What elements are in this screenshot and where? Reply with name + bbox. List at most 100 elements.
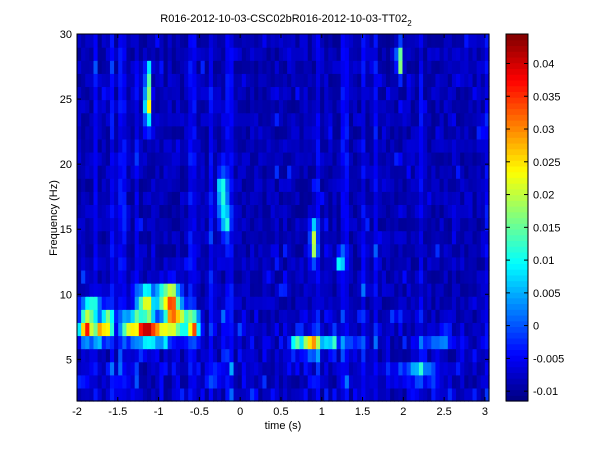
heatmap-cell (353, 348, 358, 363)
heatmap-cell (93, 204, 99, 219)
heatmap-cell (402, 269, 408, 284)
heatmap-cell (348, 296, 354, 310)
heatmap-cell (229, 296, 235, 310)
heatmap-cell (303, 296, 309, 310)
heatmap-cell (250, 309, 255, 323)
heatmap-cell (361, 151, 366, 166)
heatmap-cell (460, 335, 465, 350)
heatmap-cell (484, 361, 490, 376)
heatmap-cell (320, 34, 325, 48)
heatmap-cell (217, 217, 222, 232)
heatmap-cell (180, 86, 185, 101)
heatmap-cell (423, 361, 428, 376)
heatmap-cell (163, 387, 169, 402)
heatmap-cell (336, 138, 342, 153)
heatmap-cell (348, 387, 354, 402)
heatmap-cell (283, 99, 288, 114)
heatmap-cell (241, 309, 247, 323)
heatmap-cell (435, 151, 441, 166)
heatmap-cell (151, 217, 156, 232)
heatmap-cell (340, 60, 346, 74)
heatmap-cell (484, 348, 490, 363)
heatmap-cell (311, 387, 317, 402)
heatmap-cell (332, 217, 338, 232)
heatmap-cell (410, 309, 416, 323)
heatmap-cell (266, 34, 272, 48)
heatmap-cell (200, 283, 206, 297)
heatmap-cell (431, 243, 437, 258)
heatmap-cell (81, 217, 86, 232)
heatmap-cell (208, 47, 214, 61)
heatmap-cell (443, 322, 449, 337)
heatmap-cell (200, 178, 206, 192)
heatmap-cell (336, 374, 342, 389)
heatmap-cell (423, 309, 428, 323)
heatmap-cell (225, 178, 231, 192)
heatmap-cell (155, 256, 160, 271)
heatmap-cell (114, 99, 119, 114)
heatmap-cell (278, 217, 284, 232)
heatmap-cell (311, 283, 317, 297)
heatmap-cell (480, 138, 486, 153)
heatmap-cell (217, 374, 222, 389)
heatmap-cell (270, 309, 276, 323)
heatmap-cell (484, 73, 490, 88)
heatmap-cell (105, 178, 111, 192)
heatmap-cell (101, 99, 107, 114)
heatmap-cell (93, 322, 99, 337)
heatmap-cell (221, 335, 226, 350)
heatmap-cell (130, 204, 136, 219)
heatmap-cell (320, 138, 325, 153)
heatmap-cell (258, 361, 263, 376)
colorbar-swatch (506, 349, 528, 356)
heatmap-cell (423, 230, 428, 245)
heatmap-cell (390, 138, 395, 153)
heatmap-cell (336, 191, 342, 205)
heatmap-cell (307, 348, 313, 363)
heatmap-cell (81, 125, 86, 140)
heatmap-cell (418, 34, 424, 48)
heatmap-cell (278, 335, 284, 350)
heatmap-cell (386, 387, 391, 402)
heatmap-cell (295, 335, 301, 350)
heatmap-cell (204, 125, 210, 140)
heatmap-cell (443, 283, 449, 297)
heatmap-cell (105, 60, 111, 74)
heatmap-cell (184, 256, 189, 271)
heatmap-cell (217, 243, 222, 258)
heatmap-cell (200, 165, 206, 179)
heatmap-cell (192, 99, 198, 114)
heatmap-cell (435, 256, 441, 271)
heatmap-cell (447, 217, 453, 232)
heatmap-cell (188, 191, 193, 205)
heatmap-cell (93, 151, 99, 166)
heatmap-cell (435, 165, 441, 179)
heatmap-cell (241, 256, 247, 271)
heatmap-cell (142, 335, 148, 350)
heatmap-cell (353, 256, 358, 271)
heatmap-cell (134, 165, 140, 179)
heatmap-cell (225, 112, 231, 127)
heatmap-cell (278, 125, 284, 140)
heatmap-cell (204, 283, 210, 297)
heatmap-cell (229, 112, 235, 127)
heatmap-cell (180, 73, 185, 88)
heatmap-cell (196, 230, 202, 245)
heatmap-cell (147, 178, 152, 192)
colorbar-swatch (506, 383, 528, 391)
heatmap-cell (357, 125, 362, 140)
heatmap-cell (361, 256, 366, 271)
heatmap-cell (418, 217, 424, 232)
heatmap-cell (122, 296, 128, 310)
heatmap-cell (101, 374, 107, 389)
heatmap-cell (167, 348, 173, 363)
heatmap-cell (423, 99, 428, 114)
heatmap-cell (274, 165, 280, 179)
heatmap-cell (233, 60, 239, 74)
heatmap-cell (204, 138, 210, 153)
heatmap-cell (303, 178, 309, 192)
heatmap-cell (423, 191, 428, 205)
heatmap-cell (456, 73, 461, 88)
heatmap-cell (484, 309, 490, 323)
heatmap-cell (410, 283, 416, 297)
